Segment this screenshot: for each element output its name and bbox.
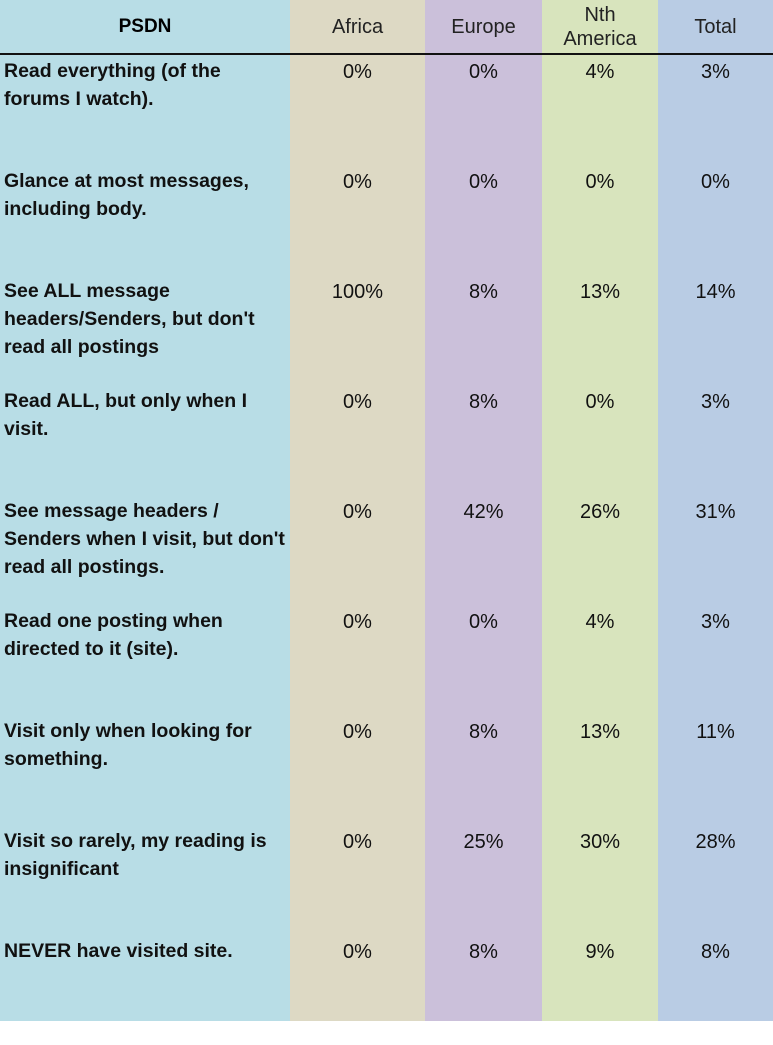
cell-nth-america: 9%	[585, 941, 615, 963]
cell-nth-america: 0%	[585, 171, 615, 193]
row-label: Read everything (of the forums I watch).	[4, 60, 221, 110]
cell-total: 3%	[701, 391, 730, 413]
header-nth-america: Nth America	[542, 0, 658, 55]
cell-europe: 0%	[469, 611, 498, 633]
table-row: Glance at most messages, including body.…	[0, 165, 773, 275]
europe-column-bg	[425, 0, 542, 1021]
africa-column-bg	[290, 0, 425, 1021]
cell-africa: 0%	[343, 611, 372, 633]
cell-total: 8%	[701, 941, 730, 963]
cell-total: 11%	[696, 721, 735, 743]
header-africa: Africa	[290, 0, 425, 55]
table-row: Read one posting when directed to it (si…	[0, 605, 773, 715]
row-label: Visit so rarely, my reading is insignifi…	[4, 830, 267, 880]
cell-nth-america: 4%	[585, 61, 615, 83]
cell-nth-america: 4%	[585, 611, 615, 633]
cell-africa: 0%	[343, 831, 372, 853]
row-label: Visit only when looking for something.	[4, 720, 252, 770]
cell-europe: 0%	[469, 171, 498, 193]
header-psdn: PSDN	[0, 0, 290, 55]
row-label: See ALL message headers/Senders, but don…	[4, 280, 255, 358]
cell-europe: 8%	[469, 391, 498, 413]
row-label: Glance at most messages, including body.	[4, 170, 249, 220]
row-label: See message headers / Senders when I vis…	[4, 500, 285, 578]
table-row: See ALL message headers/Senders, but don…	[0, 275, 773, 385]
row-label: Read ALL, but only when I visit.	[4, 390, 248, 440]
cell-total: 31%	[695, 501, 736, 523]
cell-total: 28%	[695, 831, 736, 853]
label-column-bg	[0, 0, 290, 1021]
header-total: Total	[658, 0, 773, 55]
cell-nth-america: 0%	[585, 391, 615, 413]
total-column-bg	[658, 0, 773, 1021]
cell-africa: 100%	[331, 281, 384, 303]
cell-africa: 0%	[343, 941, 372, 963]
nth-america-column-bg	[542, 0, 658, 1021]
table-row: Read everything (of the forums I watch).…	[0, 54, 773, 165]
cell-africa: 0%	[343, 501, 372, 523]
header-europe: Europe	[425, 0, 542, 55]
table-row: See message headers / Senders when I vis…	[0, 495, 773, 605]
row-label: NEVER have visited site.	[4, 940, 233, 962]
header-row: PSDN Africa Europe Nth America Total	[0, 0, 773, 55]
cell-total: 0%	[701, 171, 730, 193]
cell-total: 14%	[695, 281, 736, 303]
table-row: NEVER have visited site. 0% 8% 9% 8%	[0, 935, 773, 1045]
cell-nth-america: 30%	[579, 831, 621, 853]
row-label: Read one posting when directed to it (si…	[4, 610, 223, 660]
cell-europe: 8%	[469, 721, 498, 743]
cell-europe: 8%	[469, 941, 498, 963]
cell-nth-america: 13%	[579, 281, 621, 303]
cell-africa: 0%	[343, 61, 372, 83]
table-row: Read ALL, but only when I visit. 0% 8% 0% 3%	[0, 385, 773, 495]
cell-africa: 0%	[343, 721, 372, 743]
cell-europe: 0%	[469, 61, 498, 83]
table-row: Visit so rarely, my reading is insignifi…	[0, 825, 773, 935]
cell-africa: 0%	[343, 171, 372, 193]
cell-total: 3%	[701, 611, 730, 633]
cell-europe: 42%	[463, 501, 504, 523]
table-row: Visit only when looking for something. 0%…	[0, 715, 773, 825]
cell-europe: 25%	[463, 831, 504, 853]
cell-total: 3%	[701, 61, 730, 83]
cell-europe: 8%	[469, 281, 498, 303]
cell-nth-america: 26%	[579, 501, 621, 523]
cell-nth-america: 13%	[579, 721, 621, 743]
cell-africa: 0%	[343, 391, 372, 413]
